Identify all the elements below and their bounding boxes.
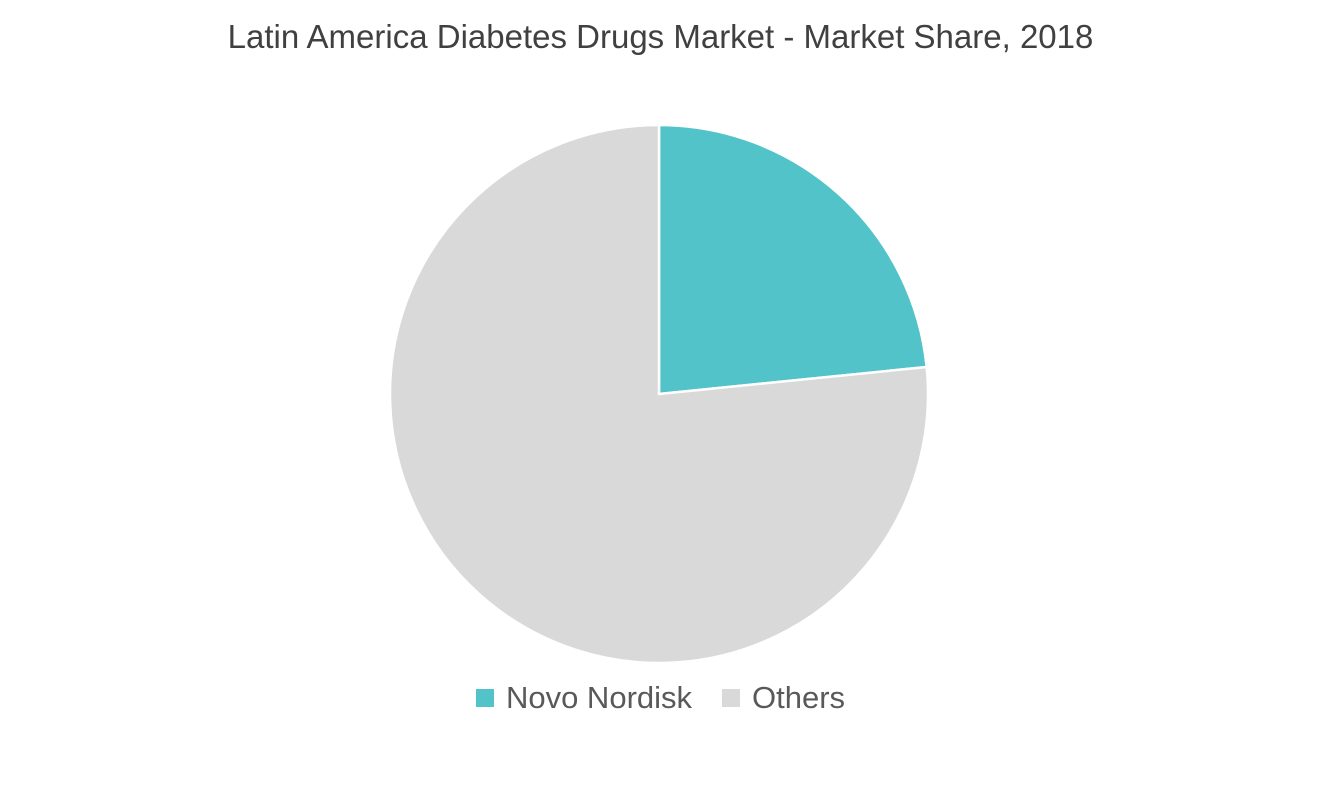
pie-slice-others bbox=[388, 123, 930, 665]
legend-label: Others bbox=[752, 680, 846, 715]
legend-swatch bbox=[722, 689, 741, 707]
pie-slice-novo-nordisk bbox=[657, 123, 929, 396]
legend-item-others: Others bbox=[722, 680, 845, 716]
chart-title: Latin America Diabetes Drugs Market - Ma… bbox=[227, 18, 1094, 55]
legend-label: Novo Nordisk bbox=[505, 680, 693, 715]
legend-item-novo-nordisk: Novo Nordisk bbox=[475, 680, 693, 716]
legend-swatch bbox=[475, 689, 494, 707]
legend: Novo Nordisk Others bbox=[0, 680, 1321, 716]
